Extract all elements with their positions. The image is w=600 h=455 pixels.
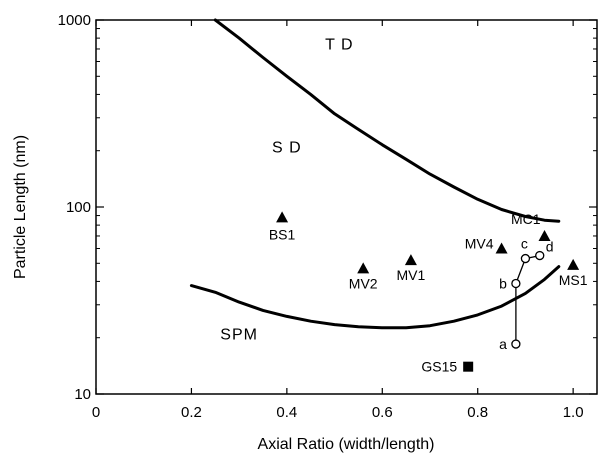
open-circle-marker [535,250,545,261]
x-axis-title: Axial Ratio (width/length) [258,436,435,453]
x-tick-label: 0.6 [372,404,393,421]
point-label: MV1 [397,267,426,283]
data-series: BS1 MV2 MV1 MV4 MC1 MS1 GS15 a b c d [269,211,588,375]
point-label: BS1 [269,226,296,242]
open-circle-marker [511,339,521,349]
x-tick-label: 0.8 [467,404,488,421]
x-tick-label: 0.4 [276,404,297,421]
y-tick-label: 1000 [58,12,91,29]
y-tick-label: 10 [74,386,91,403]
y-tick-label: 100 [66,199,91,216]
triangle-marker [357,262,370,274]
point-label: MV4 [465,235,494,251]
triangle-marker [276,211,289,223]
plot-frame [95,19,598,395]
point-label: b [499,275,507,291]
point-label: a [499,336,507,352]
region-labels: T D S D SPM [220,36,353,344]
square-marker [463,361,474,372]
open-circle-marker [511,278,521,289]
x-tick-label: 0.2 [181,404,202,421]
y-axis-title: Particle Length (nm) [12,135,29,279]
region-label: T D [325,36,353,53]
sequence-line [515,254,540,344]
point-label: MS1 [559,272,588,288]
y-axis: 10 100 1000 [58,12,597,403]
triangle-marker [567,258,580,270]
point-label: c [521,236,528,252]
triangle-marker [404,254,417,266]
x-tick-label: 0 [92,404,100,421]
point-label: d [546,239,554,255]
open-circle-marker [520,253,531,264]
boundary-curves [189,18,561,330]
point-label: MC1 [511,211,541,227]
region-label: SPM [220,327,258,344]
triangle-marker [495,242,508,254]
boundary-curve-1 [213,18,561,223]
x-axis: 0 0.2 0.4 0.6 0.8 1.0 [92,20,584,421]
point-label: GS15 [421,359,457,375]
region-label: S D [272,140,302,157]
x-tick-label: 1.0 [563,404,584,421]
boundary-curve-2 [189,265,561,330]
triangle-marker [538,229,551,241]
point-label: MV2 [349,275,378,291]
